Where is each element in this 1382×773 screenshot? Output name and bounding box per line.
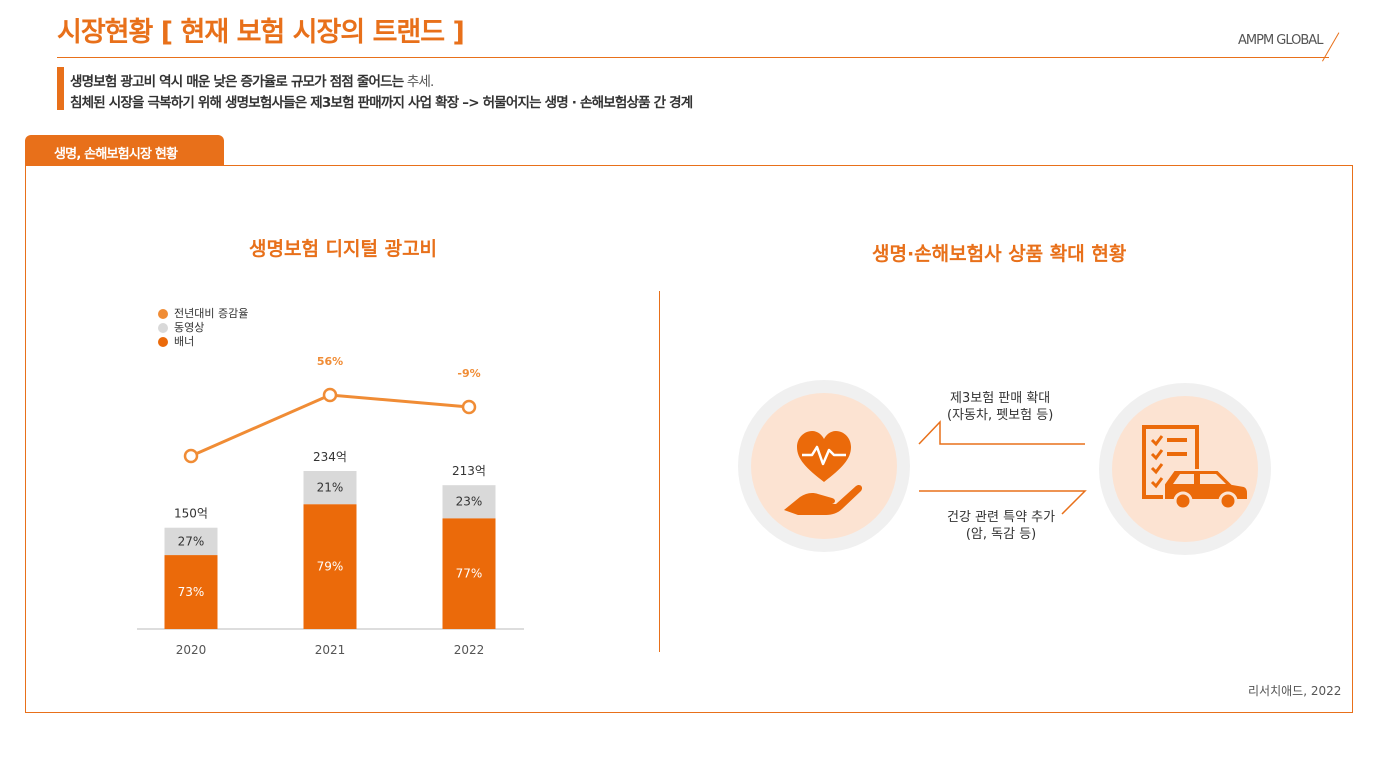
data-label-banner-2022: 77%	[456, 567, 483, 581]
legend-label-growth: 전년대비 증감율	[174, 307, 249, 320]
legend-dot-banner	[158, 337, 168, 347]
source-note: 리서치애드, 2022	[1248, 684, 1342, 698]
data-label-banner-2021: 79%	[317, 560, 344, 574]
heart-in-hand-icon	[784, 431, 863, 515]
right-product-circle	[1099, 383, 1271, 555]
data-label-video-2021: 21%	[317, 481, 344, 495]
bottom-flow-arrow	[919, 490, 1087, 515]
bar-banner-2021	[303, 504, 357, 629]
page-title: 시장현황 [ 현재 보험 시장의 트랜드 ]	[57, 17, 465, 48]
growth-point-2020	[183, 448, 199, 464]
chart-legend: 전년대비 증감율 동영상 배너	[158, 307, 248, 349]
chart-title: 생명보험 디지털 광고비	[249, 238, 438, 260]
checklist-car-icon	[1142, 425, 1249, 511]
section-divider	[659, 291, 660, 652]
bottom-flow-label: 건강 관련 특약 추가 (암, 독감 등)	[947, 509, 1055, 543]
top-flow-arrow	[918, 420, 1085, 445]
bar-video-2021	[303, 471, 357, 505]
top-flow-label-line-2: (자동차, 펫보험 등)	[947, 408, 1054, 423]
subtitle-line-2: 침체된 시장을 극복하기 위해 생명보험사들은 제3보험 판매까지 사업 확장 …	[70, 95, 693, 111]
brand-name: AMPM GLOBAL	[1238, 33, 1323, 48]
legend-label-video: 동영상	[174, 321, 205, 334]
legend-dot-video	[158, 323, 168, 333]
total-label-2022: 213억	[452, 464, 486, 478]
top-flow-label-line-1: 제3보험 판매 확대	[950, 391, 1051, 406]
bar-banner-2022	[442, 518, 496, 629]
growth-label-2021: 56%	[317, 355, 343, 368]
bar-video-2022	[442, 485, 496, 519]
bottom-flow-label-line-2: (암, 독감 등)	[965, 527, 1037, 542]
x-tick-label-2022: 2022	[454, 643, 485, 657]
data-label-banner-2020: 73%	[178, 585, 205, 599]
header-rule	[57, 57, 1329, 58]
growth-rate-line	[190, 393, 470, 458]
legend-item-growth: 전년대비 증감율	[158, 307, 248, 321]
bottom-flow-label-line-1: 건강 관련 특약 추가	[947, 510, 1056, 525]
bar-banner-2020	[164, 555, 218, 629]
growth-point-2022	[461, 399, 477, 415]
tab-market-status[interactable]: 생명, 손해보험시장 현황	[25, 135, 224, 165]
growth-point-2021	[322, 387, 338, 403]
subtitle-line-1: 생명보험 광고비 역시 매운 낮은 증가율로 규모가 점점 줄어드는 추세.	[70, 70, 434, 90]
top-flow-label: 제3보험 판매 확대 (자동차, 펫보험 등)	[947, 390, 1053, 424]
legend-item-video: 동영상	[158, 321, 248, 335]
product-expansion-title: 생명·손해보험사 상품 확대 현황	[872, 243, 1127, 265]
total-label-2020: 150억	[174, 507, 208, 521]
content-panel	[25, 165, 1353, 713]
growth-label-2022: -9%	[457, 367, 480, 380]
total-label-2021: 234억	[313, 450, 347, 464]
legend-label-banner: 배너	[174, 335, 195, 348]
subtitle-accent-bar	[57, 67, 64, 110]
bar-video-2020	[164, 527, 218, 556]
x-tick-label-2021: 2021	[315, 643, 346, 657]
x-tick-label-2020: 2020	[176, 643, 207, 657]
left-product-circle	[738, 380, 910, 552]
legend-item-banner: 배너	[158, 335, 248, 349]
subtitle-line-1-light: 추세.	[403, 74, 435, 90]
data-label-video-2020: 27%	[178, 534, 205, 548]
data-label-video-2022: 23%	[456, 495, 483, 509]
subtitle-line-1-bold: 생명보험 광고비 역시 매운 낮은 증가율로 규모가 점점 줄어드는	[70, 74, 404, 90]
legend-dot-growth	[158, 309, 168, 319]
